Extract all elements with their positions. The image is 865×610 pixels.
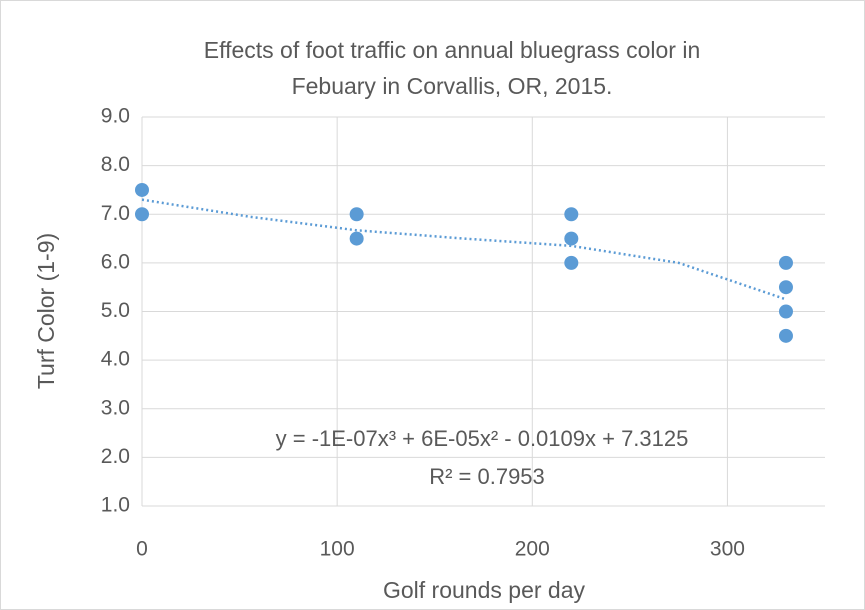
data-point bbox=[564, 231, 579, 246]
y-tick-label: 3.0 bbox=[101, 396, 130, 419]
data-point bbox=[349, 231, 364, 246]
data-point bbox=[564, 255, 579, 270]
data-point bbox=[778, 280, 793, 295]
y-tick-label: 6.0 bbox=[101, 250, 130, 273]
trendline-r-squared: R² = 0.7953 bbox=[429, 464, 545, 489]
x-tick-label: 100 bbox=[320, 538, 355, 561]
data-point bbox=[778, 304, 793, 319]
data-point bbox=[349, 207, 364, 222]
y-tick-label: 7.0 bbox=[101, 202, 130, 225]
x-tick-label: 200 bbox=[515, 538, 550, 561]
y-axis-title: Turf Color (1-9) bbox=[33, 233, 59, 389]
data-point bbox=[778, 255, 793, 270]
data-point bbox=[778, 328, 793, 343]
y-tick-label: 8.0 bbox=[101, 153, 130, 176]
data-point bbox=[135, 207, 149, 222]
y-tick-label: 2.0 bbox=[101, 445, 130, 468]
trendline bbox=[141, 198, 787, 301]
data-point bbox=[564, 207, 579, 222]
x-tick-label: 0 bbox=[136, 538, 148, 561]
y-tick-label: 5.0 bbox=[101, 299, 130, 322]
y-tick-label: 9.0 bbox=[101, 105, 130, 128]
y-tick-label: 4.0 bbox=[101, 348, 130, 371]
trendline-equation: y = -1E-07x³ + 6E-05x² - 0.0109x + 7.312… bbox=[276, 426, 689, 451]
y-tick-label: 1.0 bbox=[101, 494, 130, 517]
chart-title: Febuary in Corvallis, OR, 2015. bbox=[292, 73, 613, 99]
x-axis-title: Golf rounds per day bbox=[383, 577, 586, 603]
data-point bbox=[135, 182, 149, 197]
x-tick-label: 300 bbox=[710, 538, 745, 561]
chart-title: Effects of foot traffic on annual bluegr… bbox=[204, 37, 701, 63]
